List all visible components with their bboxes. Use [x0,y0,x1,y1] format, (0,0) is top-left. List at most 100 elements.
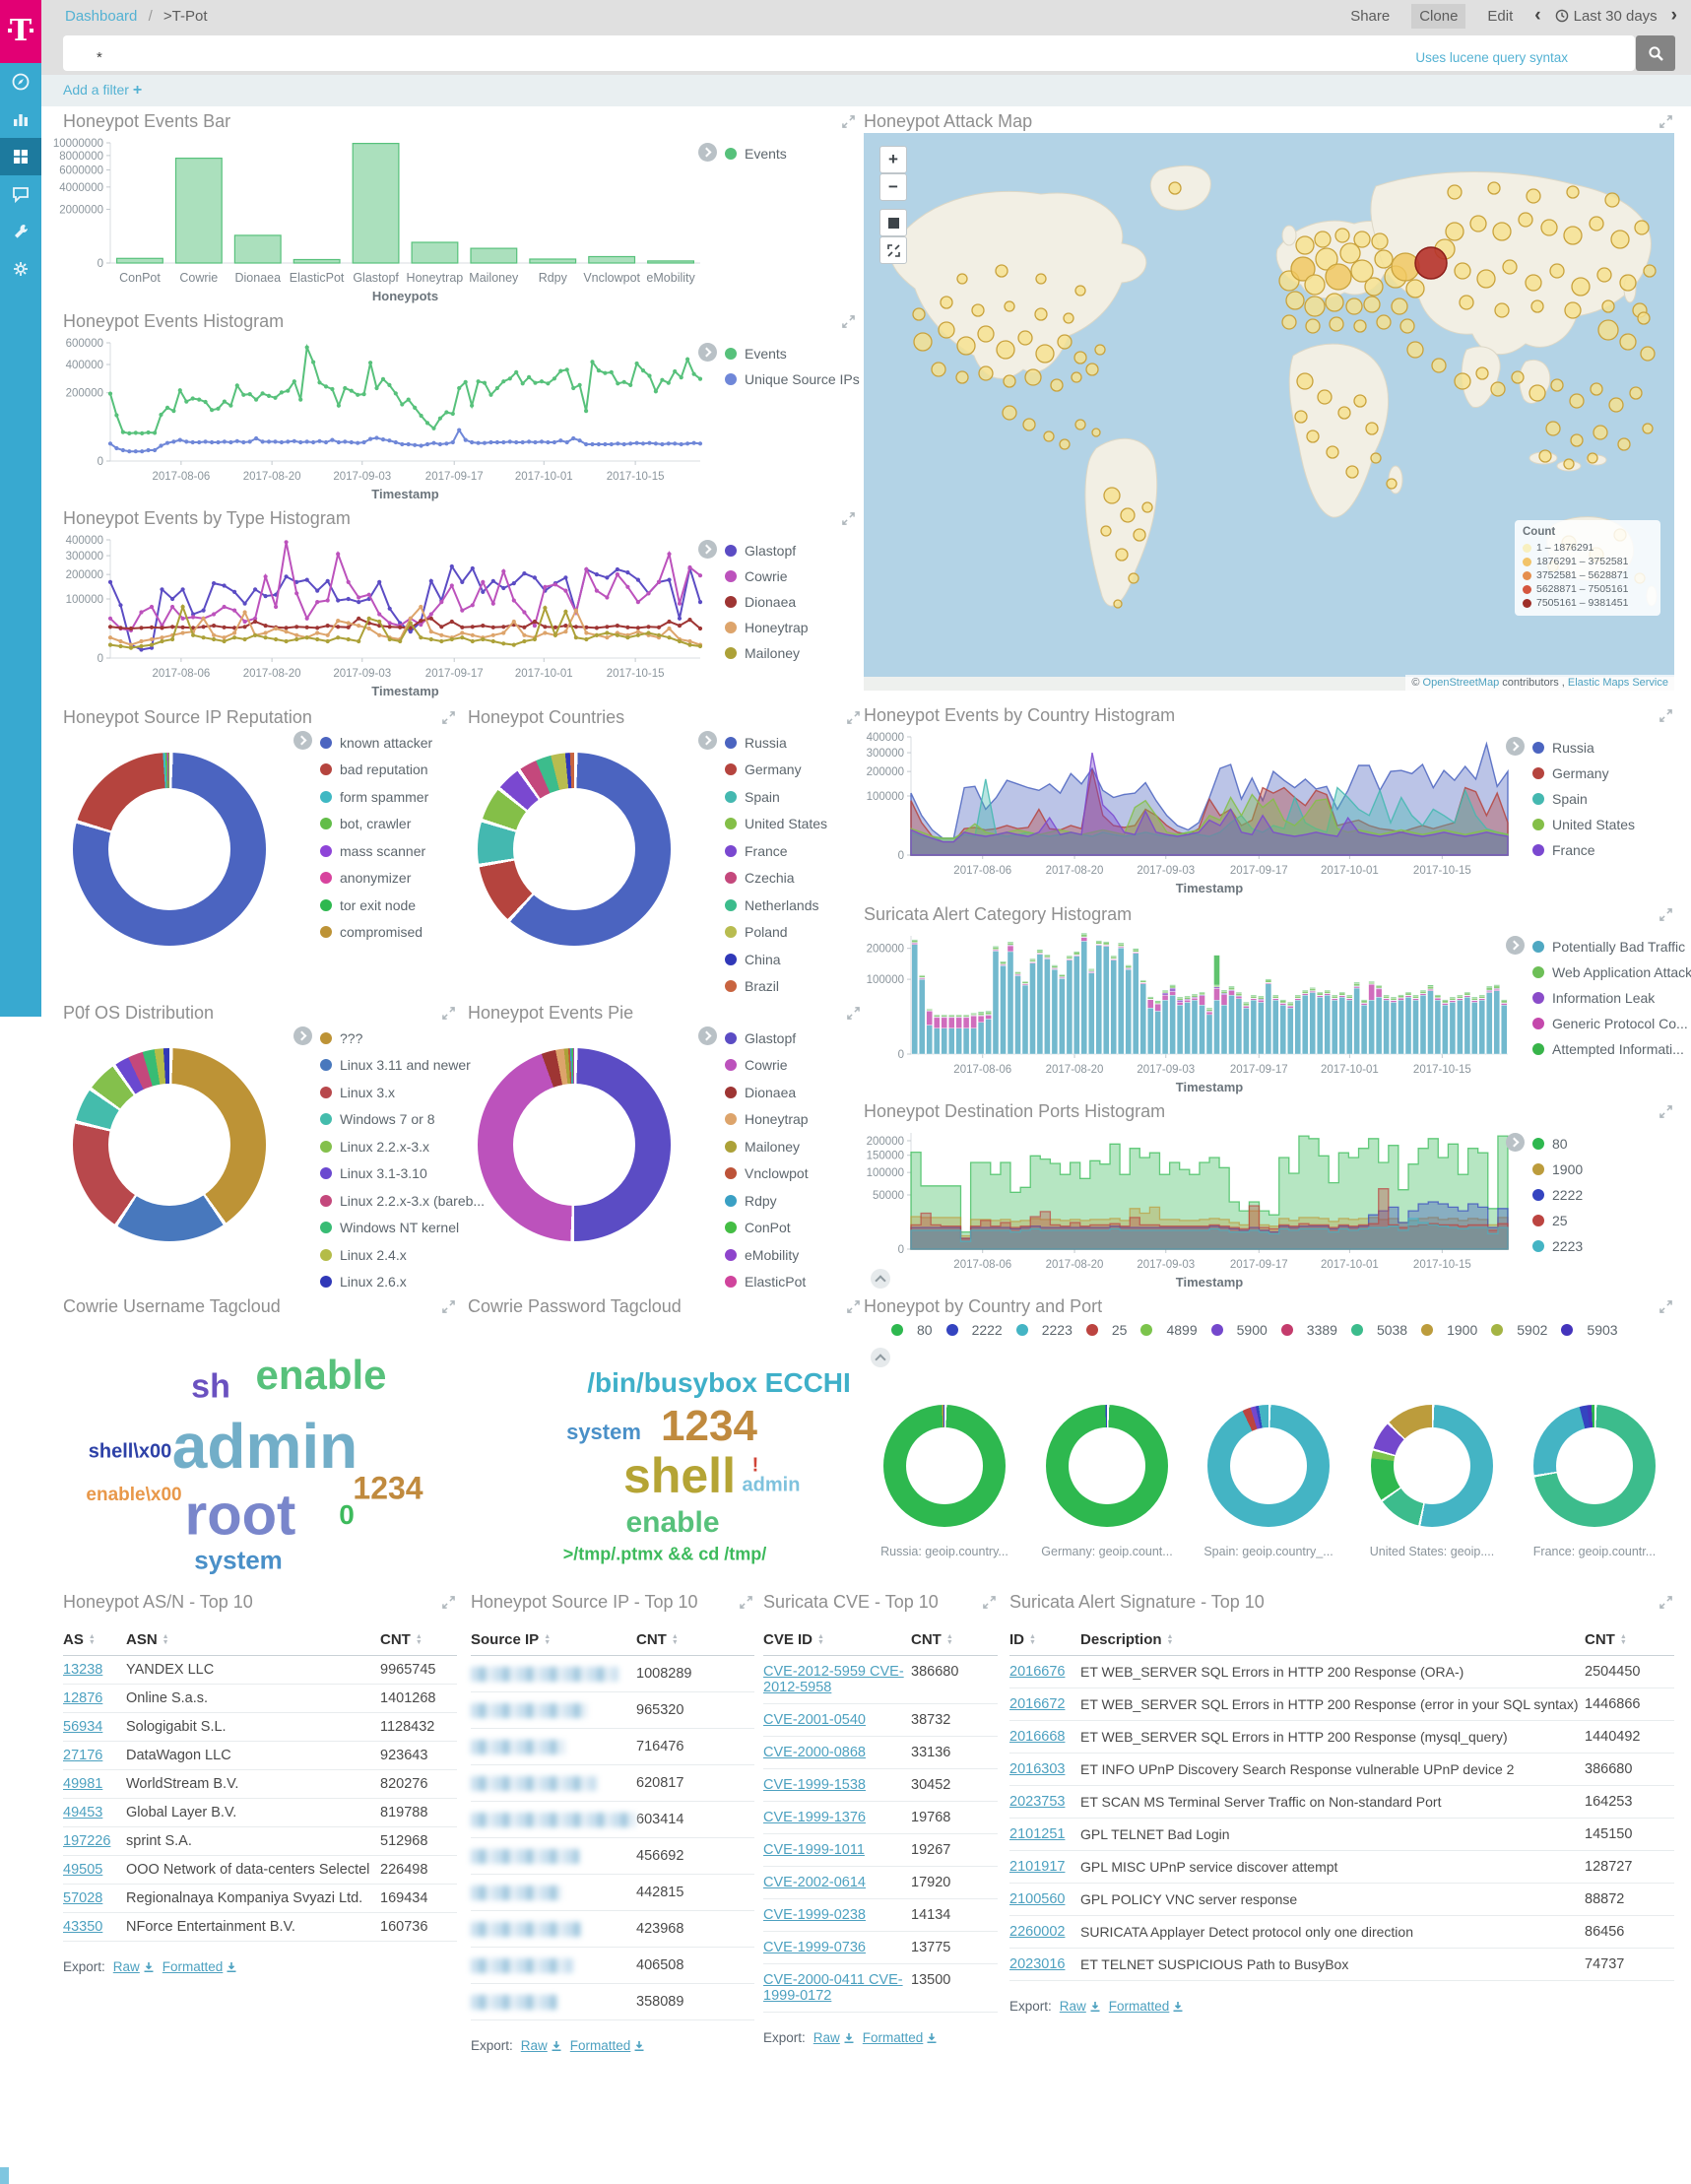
events-histogram-chart[interactable]: 0 200000 400000 600000 2017-08-06 2017-08-20 2… [63,337,708,502]
sidebar-item-bar-chart[interactable] [0,100,41,138]
map-point[interactable] [1059,438,1071,450]
ems-link[interactable]: Elastic Maps Service [1567,677,1668,689]
map-point[interactable] [1305,318,1321,334]
cve-link[interactable]: CVE-1999-1376 [763,1810,866,1825]
export-formatted-link[interactable]: Formatted [1109,1999,1185,2014]
legend-item[interactable]: Honeytrap [725,615,809,640]
legend-item[interactable]: bad reputation [320,757,432,784]
tagcloud-word[interactable]: 1234 [661,1402,757,1450]
map-point[interactable] [1294,410,1308,424]
map-point[interactable] [1530,299,1544,313]
cve-link[interactable]: CVE-1999-0238 [763,1907,866,1923]
map-point[interactable] [1540,219,1558,236]
legend-item[interactable]: ElasticPot [725,1269,809,1296]
map-point[interactable] [1587,452,1598,464]
clone-button[interactable]: Clone [1411,3,1466,29]
map-point[interactable] [1571,277,1591,297]
map-point[interactable] [1074,285,1086,297]
map-point[interactable] [1469,215,1487,232]
tagcloud-word[interactable]: ! [751,1454,759,1477]
map-point[interactable] [1304,274,1326,296]
time-back-button[interactable]: ‹ [1534,5,1541,26]
map-point[interactable] [1569,393,1585,409]
legend-item[interactable]: Unique Source IPs [725,366,860,392]
legend-item[interactable]: Generic Protocol Co... [1532,1011,1691,1036]
legend-item[interactable]: Windows 7 or 8 [320,1106,485,1134]
port-legend-item[interactable]: 80 [891,1322,933,1338]
map-point[interactable] [1024,368,1042,386]
legend-item[interactable]: Netherlands [725,892,827,919]
sidebar-item-wrench[interactable] [0,213,41,250]
legend-item[interactable]: Linux 3.11 and newer [320,1052,485,1080]
legend-item[interactable]: Mailoney [725,640,809,666]
export-formatted-link[interactable]: Formatted [163,1959,238,1974]
legend-item[interactable]: Brazil [725,973,827,1001]
legend-item[interactable]: Germany [725,757,827,784]
map-point[interactable] [1364,277,1384,297]
map-point[interactable] [1376,314,1392,330]
map-point[interactable] [1314,231,1332,248]
events-bar-chart[interactable]: 0 2000000 4000000 6000000 8000000 10000000 Hon… [53,137,708,304]
map-point[interactable] [1590,382,1603,396]
expand-panel-icon[interactable] [847,1007,860,1020]
legend-collapse-button[interactable] [1506,1133,1525,1152]
tagcloud-word[interactable]: 1234 [353,1470,423,1506]
expand-panel-icon[interactable] [442,1596,455,1609]
map-point[interactable] [1475,366,1489,380]
ports-histogram-chart[interactable]: 0 50000 100000 150000 200000 2017-08-06 2017-0… [864,1127,1516,1291]
legend-item[interactable]: Windows NT kernel [320,1215,485,1242]
map-point[interactable] [1296,372,1314,390]
legend-item[interactable]: Poland [725,919,827,947]
map-point[interactable] [995,264,1008,278]
map-point[interactable] [1329,316,1344,332]
legend-item[interactable]: Mailoney [725,1133,809,1160]
legend-item[interactable]: Web Application Attack [1532,960,1691,985]
map-point[interactable] [1304,296,1326,317]
sidebar-item-compass[interactable] [0,63,41,100]
cve-link[interactable]: CVE-2002-0614 [763,1875,866,1890]
expand-panel-icon[interactable] [442,1300,455,1313]
map-point[interactable] [977,325,995,343]
legend-item[interactable]: tor exit node [320,892,432,919]
cve-link[interactable]: CVE-2000-0868 [763,1745,866,1760]
export-formatted-link[interactable]: Formatted [570,2038,646,2053]
legend-item[interactable]: Dionaea [725,589,809,615]
signature-link[interactable]: 2100560 [1009,1891,1066,1907]
legend-item[interactable]: eMobility [725,1241,809,1269]
export-raw-link[interactable]: Raw [521,2038,562,2053]
map-point[interactable] [1545,421,1561,436]
expand-panel-icon[interactable] [1659,1105,1672,1118]
map-point[interactable] [1476,269,1496,289]
map-point[interactable] [1549,263,1565,279]
legend-item[interactable]: compromised [320,919,432,947]
legend-item[interactable]: ??? [320,1025,485,1052]
map-point[interactable] [1120,507,1136,523]
map-point[interactable] [1337,406,1351,420]
map-point[interactable] [1629,386,1643,400]
map-point[interactable] [1345,465,1359,479]
signature-link[interactable]: 2260002 [1009,1924,1066,1940]
expand-panel-icon[interactable] [442,711,455,724]
legend-item[interactable]: France [1532,837,1635,863]
legend-item[interactable]: ConPot [725,1215,809,1242]
expand-panel-icon[interactable] [740,1596,752,1609]
map-point[interactable] [1608,397,1624,413]
legend-item[interactable]: Dionaea [725,1079,809,1106]
column-header[interactable]: ASN ▲ ▼ [126,1631,169,1648]
search-input[interactable]: * Uses lucene query syntax [63,35,1635,71]
map-point[interactable] [1518,212,1533,228]
legend-item[interactable]: Spain [725,783,827,811]
as-link[interactable]: 43350 [63,1919,103,1935]
legend-collapse-button[interactable] [1506,737,1525,756]
map-point[interactable] [1057,334,1073,350]
column-header[interactable]: ID ▲ ▼ [1009,1631,1036,1648]
breadcrumb-dashboard-link[interactable]: Dashboard [65,7,138,25]
map-point[interactable] [1317,389,1333,405]
map-point[interactable] [1353,319,1367,333]
port-legend-item[interactable]: 3389 [1280,1322,1337,1338]
as-link[interactable]: 56934 [63,1719,103,1735]
expand-panel-icon[interactable] [1659,908,1672,921]
map-point[interactable] [1334,228,1350,243]
map-point[interactable] [913,332,933,352]
tagcloud-word[interactable]: system [194,1545,283,1575]
